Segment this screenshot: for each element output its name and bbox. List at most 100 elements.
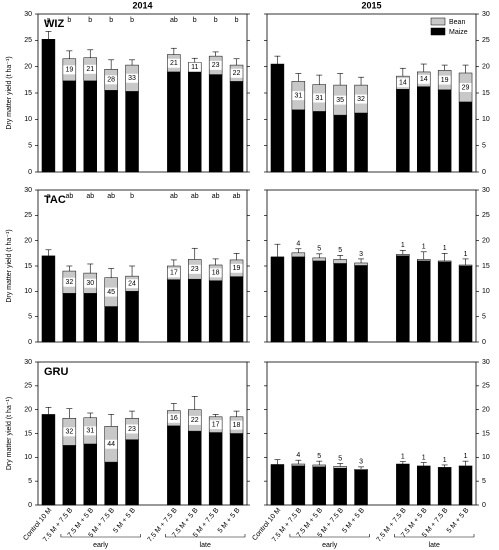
bean-label: 4 (296, 241, 300, 248)
bean-bar (458, 264, 473, 267)
bean-label: 30 (86, 280, 94, 287)
label-bg (209, 60, 222, 70)
group-bracket (289, 534, 370, 538)
letter: a (46, 17, 50, 24)
error-bar (212, 414, 219, 417)
maize-bar (312, 111, 326, 173)
maize-bar (458, 265, 473, 343)
maize-bar (437, 467, 452, 506)
letter: b (88, 17, 92, 24)
error-bar (66, 265, 73, 272)
maize-bar (41, 255, 56, 343)
error-bar (295, 73, 302, 82)
label-bg (355, 94, 368, 104)
bean-label: 17 (212, 422, 220, 429)
y-tick-label: 0 (28, 169, 32, 176)
y-tick-label: 20 (482, 238, 490, 245)
bean-label: 19 (233, 265, 241, 272)
label-bg (396, 78, 409, 88)
y-tick-label: 25 (482, 37, 490, 44)
y-tick-label: 15 (482, 430, 490, 437)
label-bg (105, 75, 118, 85)
group-bracket (394, 534, 475, 538)
error-bar (45, 31, 52, 40)
y-tick-label: 30 (24, 187, 32, 194)
y-tick-label: 30 (24, 359, 32, 366)
y-tick-label: 10 (482, 454, 490, 461)
group-label: early (322, 542, 338, 549)
error-bar (420, 462, 427, 466)
bean-label: 17 (170, 270, 178, 277)
maize-bar (417, 86, 431, 173)
error-bar (399, 249, 406, 255)
bean-label: 5 (317, 246, 321, 253)
error-bar (233, 253, 240, 260)
bean-label: 32 (65, 279, 73, 286)
bean-label: 18 (233, 422, 241, 429)
maize-bar (333, 263, 347, 343)
letter: ab (233, 193, 241, 200)
x-tick-label: 5 M + 5 B (217, 507, 242, 535)
y-tick-label: 5 (482, 314, 486, 321)
legend-label: Maize (449, 29, 468, 36)
bean-label: 1 (401, 453, 405, 460)
bean-label: 19 (441, 77, 449, 84)
error-bar (87, 263, 94, 274)
y-tick-label: 10 (24, 116, 32, 123)
maize-bar (291, 256, 306, 343)
bean-label: 3 (359, 251, 363, 258)
bean-bar (291, 252, 306, 258)
bean-label: 19 (65, 67, 73, 74)
y-tick-label: 25 (24, 37, 32, 44)
maize-bar (83, 443, 97, 506)
error-bar (170, 259, 177, 266)
y-tick-label: 10 (482, 288, 490, 295)
maize-bar (104, 306, 118, 343)
bean-label: 5 (338, 247, 342, 254)
error-bar (233, 410, 240, 417)
y-tick-label: 25 (482, 212, 490, 219)
maize-bar (83, 293, 97, 343)
maize-bar (437, 89, 452, 173)
y-tick-label: 30 (482, 359, 490, 366)
bean-label: 1 (401, 242, 405, 249)
letter: ab (170, 17, 178, 24)
y-tick-label: 10 (24, 454, 32, 461)
label-bg (188, 62, 201, 72)
bean-bar (354, 469, 368, 471)
bean-label: 35 (336, 97, 344, 104)
error-bar (108, 268, 115, 278)
maize-bar (125, 91, 139, 173)
maize-bar (396, 255, 410, 343)
error-bar (66, 408, 73, 419)
maize-bar (291, 465, 306, 506)
bean-label: 45 (107, 289, 115, 296)
maize-bar (417, 260, 431, 343)
label-bg (188, 264, 201, 274)
letter: b (109, 17, 113, 24)
bean-label: 1 (422, 244, 426, 251)
maize-bar (104, 90, 118, 173)
error-bar (462, 64, 469, 73)
label-bg (230, 420, 243, 430)
maize-bar (396, 464, 410, 506)
maize-bar (396, 89, 410, 173)
group-label: late (429, 542, 440, 549)
error-bar (462, 460, 469, 466)
letter: ab (86, 193, 94, 200)
error-bar (274, 459, 281, 465)
y-axis-label: Dry matter yield (t ha⁻¹) (6, 56, 13, 129)
maize-bar (270, 63, 285, 173)
error-bar (129, 410, 136, 419)
maize-bar (229, 276, 244, 343)
group-label: early (93, 542, 109, 549)
label-bg (230, 68, 243, 78)
bean-label: 31 (294, 92, 302, 99)
label-bg (167, 268, 180, 278)
label-bg (230, 263, 243, 273)
bean-label: 33 (128, 75, 136, 82)
letter: b (214, 17, 218, 24)
y-tick-label: 0 (482, 502, 486, 509)
error-bar (108, 59, 115, 70)
error-bar (337, 73, 344, 86)
